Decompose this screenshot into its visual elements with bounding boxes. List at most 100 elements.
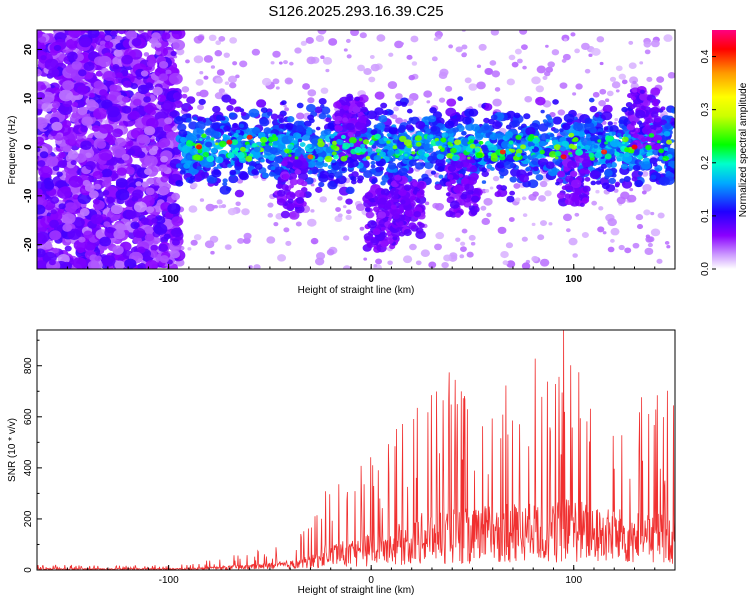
spectrogram-cell	[310, 138, 319, 145]
spectrogram-cell	[246, 134, 253, 140]
spectrogram-cell	[435, 150, 441, 155]
spectrogram-cell	[386, 149, 395, 157]
spectrogram-cell	[295, 112, 305, 120]
spectrogram-cell	[151, 217, 158, 224]
spectrogram-cell	[631, 87, 638, 93]
spectrogram-cell	[437, 166, 445, 172]
spectrogram-cell	[502, 260, 509, 266]
spectrogram-cell	[492, 175, 500, 182]
spectrogram-cell	[170, 250, 181, 259]
snr-x-tick-label: 0	[368, 575, 374, 586]
spectrogram-cell	[78, 36, 92, 48]
spectrogram-cell	[91, 125, 100, 132]
spectrogram-cell	[188, 179, 194, 184]
spectrogram-cell	[281, 160, 288, 167]
spectrogram-cell	[137, 263, 147, 269]
spectrogram-cell	[345, 186, 355, 195]
spectrogram-cell	[403, 139, 412, 146]
spectrogram-cell	[650, 39, 660, 48]
spectrogram-cell	[58, 151, 66, 159]
spectrogram-cell	[314, 106, 323, 114]
spectrogram-cell	[632, 164, 641, 171]
spectrogram-cell	[667, 72, 675, 79]
spectrogram-cell	[575, 149, 584, 156]
spectrogram-cell	[575, 83, 583, 90]
spectrogram-cell	[345, 38, 351, 43]
spectrogram-cell	[475, 152, 483, 159]
spectrogram-cell	[571, 195, 581, 203]
spectrogram-cell	[324, 155, 333, 163]
spectrogram-cell	[602, 231, 607, 235]
spectrogram-cell	[658, 148, 665, 154]
spectrogram-cell	[56, 171, 63, 177]
spectrogram-cell	[591, 47, 601, 56]
spectrogram-cell	[631, 176, 638, 182]
spectrogram-cell	[453, 184, 464, 194]
spectrogram-cell	[564, 193, 571, 199]
spectrogram-cell	[632, 242, 640, 249]
spectrogram-cell	[380, 188, 390, 196]
spectrogram-cell	[251, 168, 259, 175]
spectrogram-cell	[42, 166, 51, 173]
spectrogram-cell	[112, 245, 124, 255]
spectrogram-cell	[188, 205, 198, 213]
spectrogram-cell	[386, 140, 391, 144]
spectrogram-cell	[535, 96, 546, 106]
spectrogram-cell	[390, 157, 396, 162]
spectrogram-cell	[50, 209, 57, 215]
spectrogram-cell	[650, 87, 661, 96]
spectrogram-cell	[378, 197, 388, 205]
spectrogram-cell	[629, 104, 636, 110]
spectrogram-cell	[489, 60, 497, 66]
spectrogram-cell	[211, 169, 222, 178]
spectrogram-cell	[447, 136, 456, 144]
spectrogram-cell	[549, 111, 556, 118]
spectrogram-cell	[506, 154, 516, 163]
spectrogram-cell	[399, 156, 404, 160]
spectrogram-cell	[666, 139, 673, 145]
snr-x-tick-label: -100	[159, 575, 179, 586]
spectrogram-cell	[62, 145, 71, 153]
spectrogram-cell	[64, 202, 78, 213]
spectrogram-cell	[193, 154, 201, 161]
spectrogram-cell	[527, 171, 533, 176]
spectrogram-cell	[532, 138, 539, 144]
spectrogram-cell	[470, 209, 478, 216]
spectrogram-cell	[666, 245, 671, 249]
spectrogram-cell	[569, 170, 578, 178]
spectrogram-cell	[157, 94, 167, 102]
spectrogram-cell	[294, 189, 305, 198]
spectrogram-cell	[78, 69, 87, 77]
spectrogram-cell	[555, 181, 560, 186]
spectrogram-cell	[223, 52, 230, 58]
spectrogram-cell	[200, 171, 209, 179]
spectrogram-cell	[110, 204, 123, 215]
spectrogram-cell	[319, 196, 328, 203]
spectrogram-cell	[476, 64, 482, 68]
spectrogram-cell	[623, 176, 631, 182]
spectrogram-cell	[616, 132, 622, 137]
spectrogram-cell	[360, 147, 367, 153]
spectrogram-cell	[520, 44, 528, 51]
spectrogram-cell	[552, 116, 563, 125]
spectrogram-cell	[169, 67, 179, 75]
spectrogram-cell	[565, 228, 571, 233]
spectrogram-cell	[639, 89, 645, 94]
spectrogram-cell	[406, 120, 412, 125]
spectrogram-cell	[201, 133, 207, 138]
spectrogram-cell	[342, 105, 350, 111]
spectrogram-cell	[588, 53, 593, 57]
spectrogram-cell	[499, 149, 506, 155]
spectrogram-cell	[168, 72, 183, 85]
snr-x-label: Height of straight line (km)	[298, 585, 415, 596]
spectrogram-cell	[490, 114, 498, 121]
spectrogram-cell	[440, 137, 447, 143]
spectrogram-cell	[509, 176, 518, 183]
spectrogram-cell	[589, 105, 598, 113]
spectrogram-cell	[460, 241, 466, 246]
spectrogram-cell	[284, 77, 293, 85]
spectrogram-cell	[643, 41, 652, 48]
spectrogram-cell	[90, 214, 104, 225]
spectrogram-cell	[481, 180, 487, 184]
